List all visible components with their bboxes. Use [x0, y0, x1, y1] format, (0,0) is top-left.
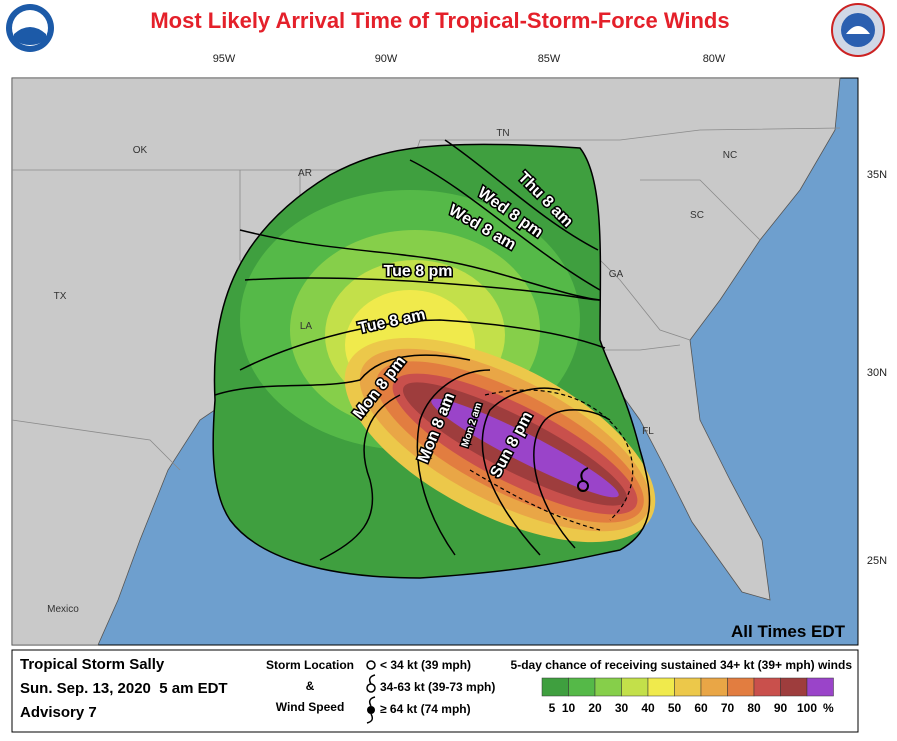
storm-key-item: ≥ 64 kt (74 mph): [380, 702, 471, 716]
scale-swatch: [621, 677, 649, 697]
scale-swatch: [700, 677, 728, 697]
probability-legend-title: 5-day chance of receiving sustained 34+ …: [511, 658, 853, 672]
probability-scale: 5 10 20 30 40 50 60 70 80 90 100%: [541, 677, 834, 715]
place-label: LA: [300, 321, 313, 332]
scale-swatch: [727, 677, 755, 697]
scale-swatch: [806, 677, 834, 697]
longitude-label: 80W: [703, 53, 726, 65]
storm-key-title: Wind Speed: [276, 700, 345, 714]
place-label: TX: [54, 291, 67, 302]
storm-advisory: Advisory 7: [20, 704, 97, 721]
scale-unit: %: [823, 701, 834, 715]
latitude-label: 35N: [867, 169, 887, 181]
storm-issued: Sun. Sep. 13, 2020 5 am EDT: [20, 680, 228, 697]
latitude-label: 25N: [867, 555, 887, 567]
probability-swath: [213, 144, 656, 578]
place-label: AR: [298, 168, 312, 179]
storm-symbol: [366, 674, 376, 693]
latitude-label: 30N: [867, 367, 887, 379]
scale-label: 80: [747, 701, 761, 715]
storm-key-item: < 34 kt (39 mph): [380, 658, 471, 672]
longitude-label: 85W: [538, 53, 561, 65]
storm-name: Tropical Storm Sally: [20, 656, 165, 673]
title: Most Likely Arrival Time of Tropical-Sto…: [150, 8, 729, 33]
scale-label: 60: [694, 701, 708, 715]
scale-swatch: [753, 677, 781, 697]
scale-swatch: [647, 677, 675, 697]
place-label: GA: [609, 269, 624, 280]
arrival-contours: [212, 139, 651, 579]
scale-swatch: [674, 677, 702, 697]
place-label: SC: [690, 210, 704, 221]
place-label: FL: [642, 426, 654, 437]
storm-key-item: 34-63 kt (39-73 mph): [380, 680, 495, 694]
scale-swatch: [594, 677, 622, 697]
arrival-time-label: Tue 8 pm: [383, 263, 452, 280]
uncertainty-cone: [469, 389, 634, 531]
place-label: TN: [496, 128, 509, 139]
noaa-logo: [6, 4, 54, 52]
place-label: OK: [133, 145, 148, 156]
longitude-label: 95W: [213, 53, 236, 65]
scale-label: 90: [774, 701, 788, 715]
scale-label: 10: [562, 701, 576, 715]
scale-swatch: [568, 677, 596, 697]
storm-key-title: &: [306, 679, 315, 693]
scale-label: 40: [641, 701, 655, 715]
longitude-label: 90W: [375, 53, 398, 65]
scale-swatch: [541, 677, 569, 697]
scale-label: 30: [615, 701, 629, 715]
scale-label: 70: [721, 701, 735, 715]
place-label: Mexico: [47, 604, 79, 615]
storm-symbol: [366, 696, 376, 724]
scale-label: 50: [668, 701, 682, 715]
storm-position: [577, 467, 589, 492]
scale-label: 20: [588, 701, 602, 715]
place-label: NC: [723, 150, 737, 161]
scale-label: 100: [797, 701, 817, 715]
storm-symbol: [366, 660, 376, 670]
scale-swatch: [780, 677, 808, 697]
storm-key-title: Storm Location: [266, 658, 354, 672]
map: OK AR TN NC SC GA TX LA MS FL Mexico Thu…: [11, 77, 859, 646]
timezone-note: All Times EDT: [731, 622, 846, 641]
place-label: MS: [396, 268, 411, 279]
scale-label: 5: [549, 701, 556, 715]
nws-logo: [831, 3, 885, 57]
